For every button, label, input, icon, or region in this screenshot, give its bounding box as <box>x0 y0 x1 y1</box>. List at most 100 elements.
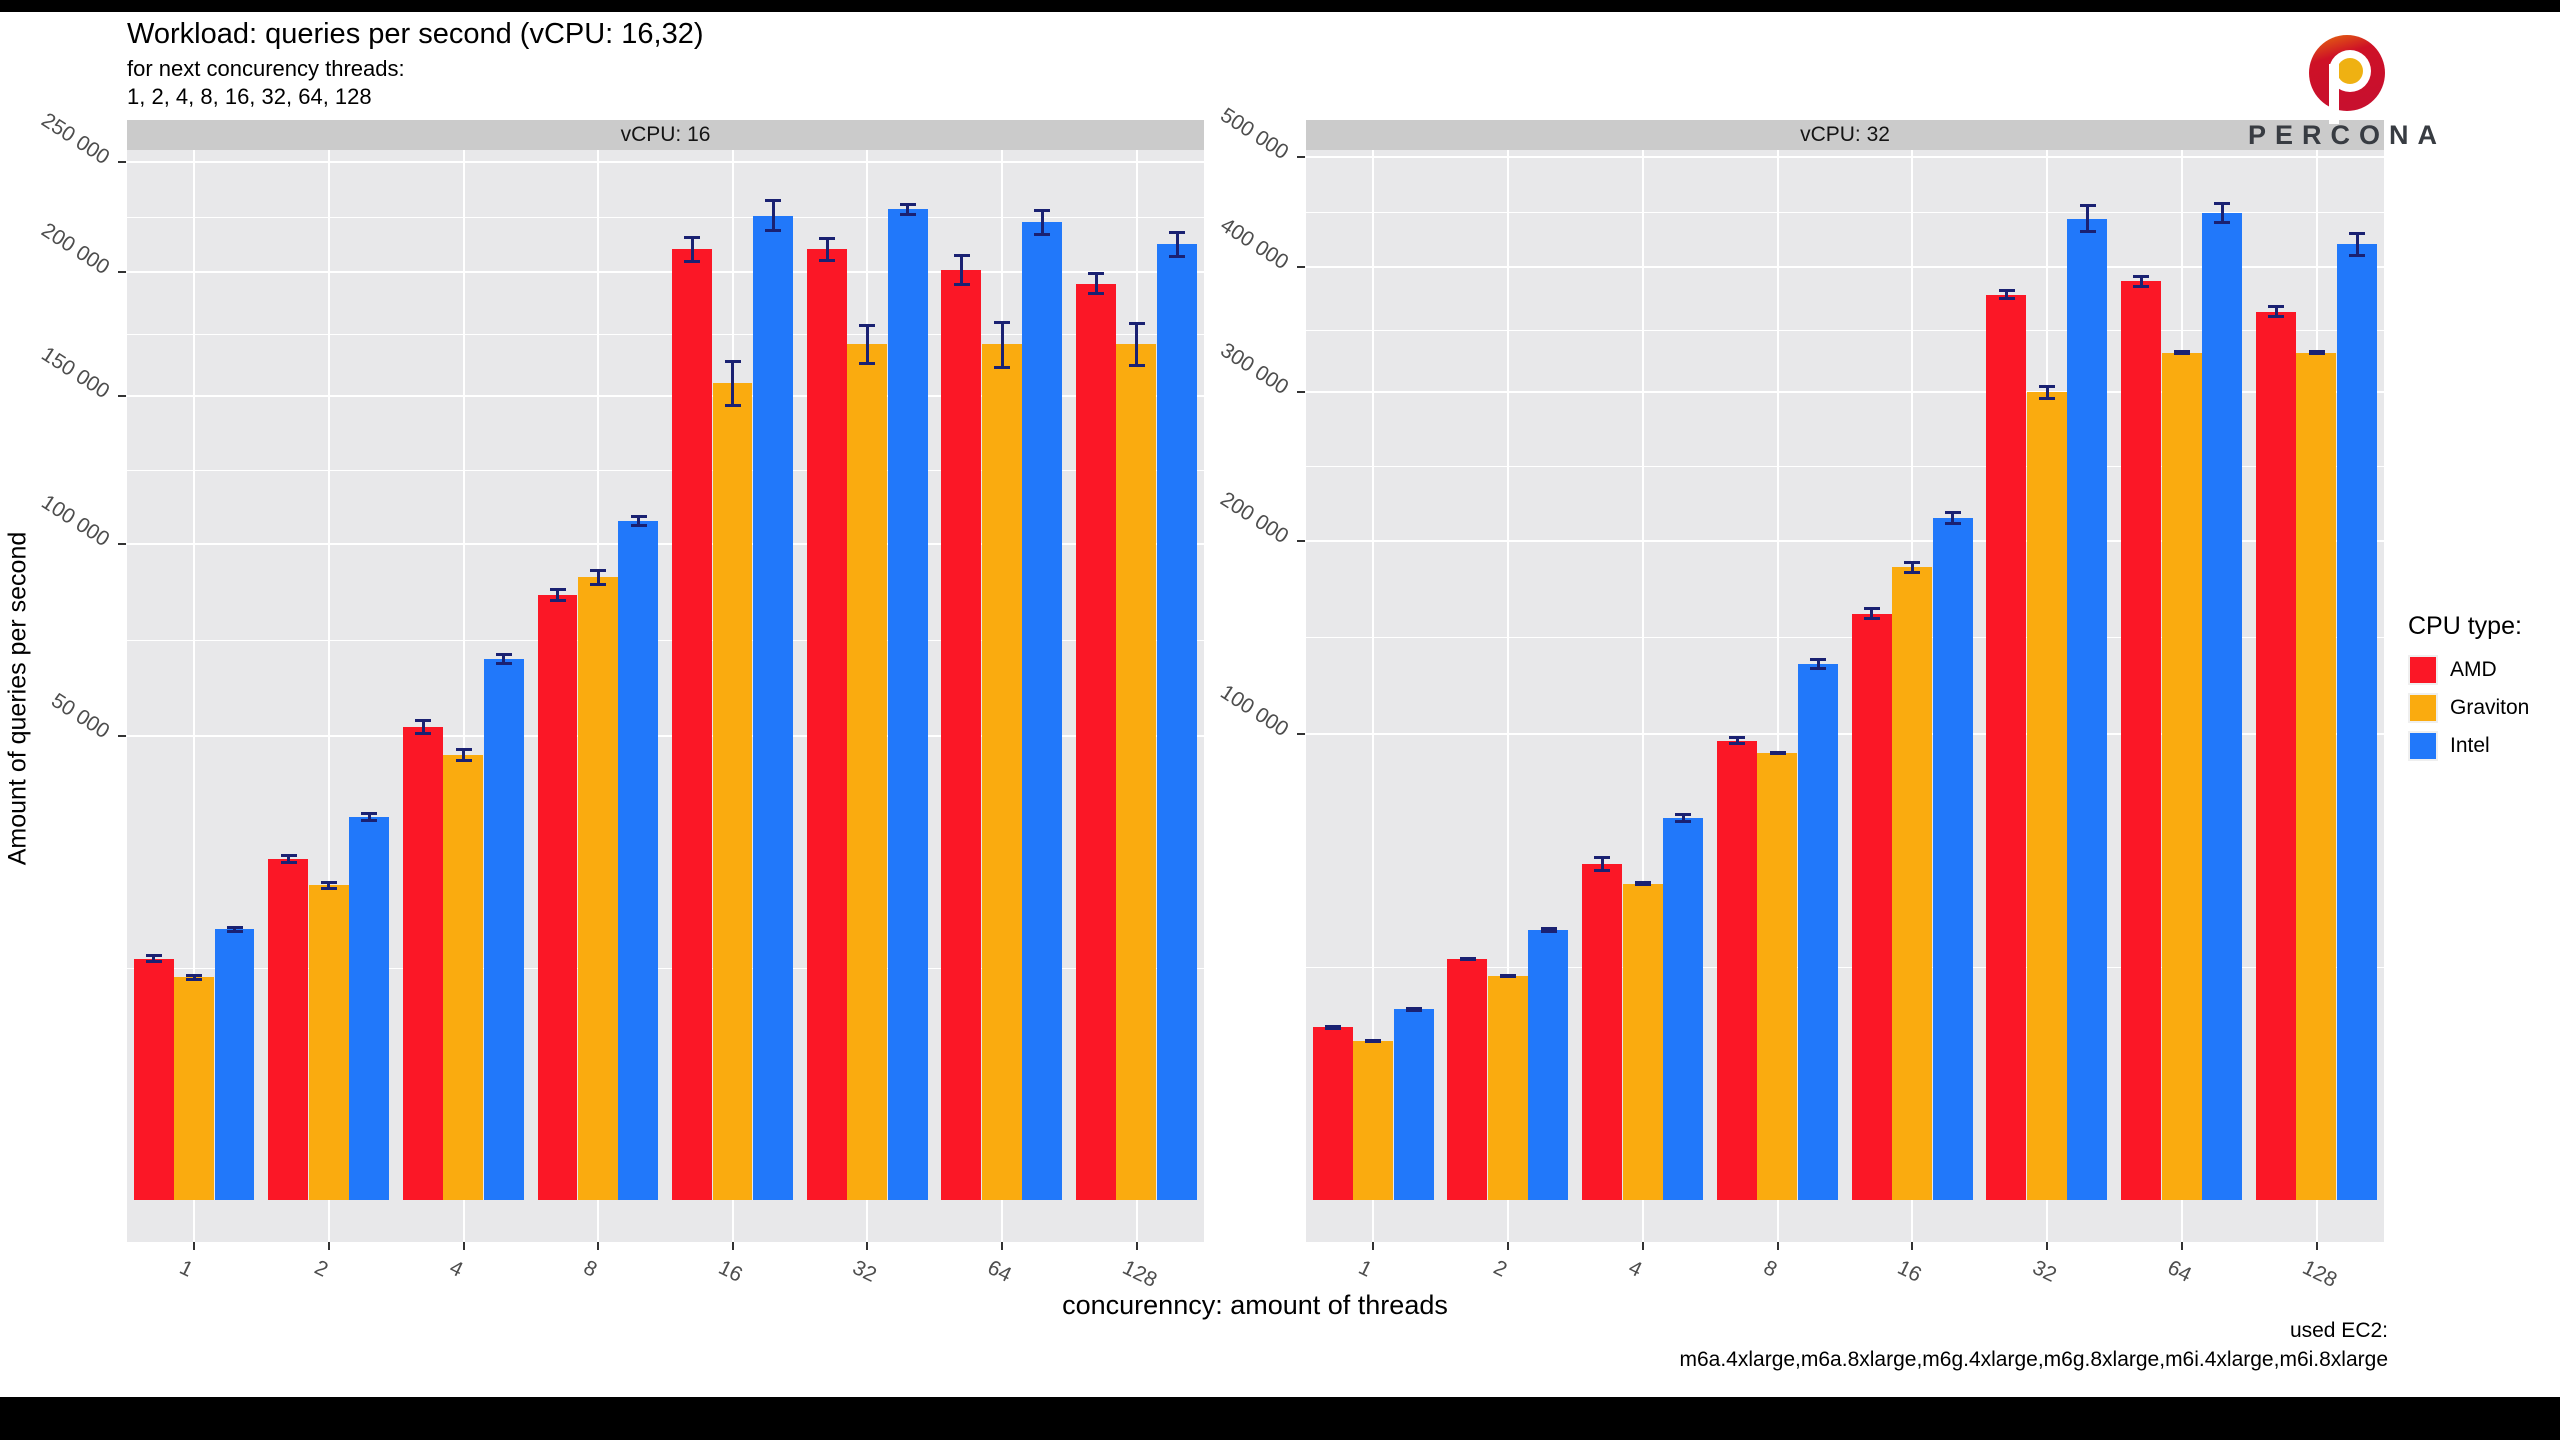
error-bar <box>1681 813 1685 824</box>
bar-amd-c128 <box>1076 283 1116 1200</box>
error-bar-cap <box>859 361 876 365</box>
x-tick-label: 8 <box>1759 1256 1781 1282</box>
error-bar-cap <box>1810 667 1827 671</box>
error-bar-cap <box>630 523 647 527</box>
error-bar <box>771 199 775 233</box>
error-bar-cap <box>361 819 378 823</box>
bar-intel-c1 <box>214 929 255 1200</box>
x-tick <box>1776 1242 1779 1250</box>
major-gridline <box>127 161 1204 164</box>
y-tick <box>118 734 126 737</box>
error-bar <box>421 718 425 736</box>
minor-gridline <box>1306 329 2384 331</box>
error-bar-cap <box>590 568 607 572</box>
minor-gridline <box>127 334 1204 336</box>
error-bar <box>327 880 331 891</box>
y-tick <box>1297 391 1305 394</box>
error-bar-cap <box>2133 284 2150 288</box>
legend-label-amd: AMD <box>2450 658 2497 681</box>
caption: used EC2: m6a.4xlarge,m6a.8xlarge,m6g.4x… <box>1679 1316 2388 1374</box>
error-bar-cap <box>1088 271 1105 275</box>
facet-strip-vcpu32: vCPU: 32 <box>1306 120 2384 150</box>
error-bar-cap <box>280 853 297 857</box>
bar-graviton-c64 <box>2161 352 2202 1200</box>
bar-graviton-c16 <box>1892 567 1933 1200</box>
error-bar-cap <box>1034 232 1051 236</box>
error-bar-cap <box>684 259 701 263</box>
bar-graviton-c128 <box>2296 352 2337 1200</box>
x-tick <box>1641 1242 1644 1250</box>
error-bar-cap <box>1634 881 1651 885</box>
bar-amd-c2 <box>1447 959 1488 1200</box>
x-tick <box>2315 1242 2318 1250</box>
minor-gridline <box>1306 637 2384 639</box>
x-tick-label: 32 <box>849 1256 881 1287</box>
error-bar <box>2045 384 2049 400</box>
error-bar-cap <box>1459 956 1476 960</box>
bar-intel-c8 <box>618 521 659 1200</box>
x-tick <box>866 1242 869 1250</box>
bar-graviton-c2 <box>1487 975 1528 1200</box>
bar-graviton-c8 <box>1757 752 1798 1200</box>
error-bar-cap <box>145 960 162 964</box>
error-bar-cap <box>1169 231 1186 235</box>
error-bar-cap <box>1729 742 1746 746</box>
x-tick <box>193 1242 196 1250</box>
error-bar-cap <box>1034 209 1051 213</box>
error-bar <box>1175 231 1179 259</box>
bar-graviton-c1 <box>174 977 214 1200</box>
error-bar-cap <box>455 747 472 751</box>
bar-intel-c128 <box>2336 244 2377 1200</box>
facet-strip-vcpu16: vCPU: 16 <box>127 120 1204 150</box>
error-bar-cap <box>280 861 297 865</box>
facet-panel <box>1306 150 2384 1242</box>
error-bar-cap <box>590 583 607 587</box>
error-bar-cap <box>724 359 741 363</box>
x-tick-label: 64 <box>2163 1256 2195 1287</box>
bar-amd-c32 <box>1986 294 2027 1200</box>
error-bar-cap <box>145 954 162 958</box>
error-bar <box>1951 510 1955 526</box>
error-bar <box>865 324 869 365</box>
bar-graviton-c32 <box>2026 392 2067 1200</box>
error-bar <box>2274 305 2278 318</box>
error-bar <box>502 652 506 665</box>
percona-logo-text: PERCONA <box>2247 120 2446 150</box>
x-tick-label: 128 <box>1118 1256 1161 1293</box>
error-bar-cap <box>2308 352 2325 356</box>
error-bar <box>596 568 600 587</box>
error-bar-cap <box>1769 751 1786 755</box>
major-gridline-x <box>1776 150 1779 1242</box>
intel-swatch <box>2410 733 2436 759</box>
x-tick <box>1372 1242 1375 1250</box>
bar-intel-c2 <box>349 817 389 1200</box>
error-bar <box>1040 209 1044 236</box>
facet-label-vcpu32: vCPU: 32 <box>1800 123 1890 146</box>
error-bar-cap <box>1634 883 1651 887</box>
page-title: Workload: queries per second (vCPU: 16,3… <box>127 18 704 50</box>
y-tick-label: 150 000 <box>37 342 114 404</box>
error-bar-cap <box>859 324 876 328</box>
error-bar <box>2220 202 2224 225</box>
error-bar <box>287 853 291 865</box>
error-bar <box>825 236 829 262</box>
x-tick <box>1507 1242 1510 1250</box>
error-bar-cap <box>1405 1009 1422 1013</box>
error-bar <box>1870 607 1874 621</box>
error-bar <box>637 515 641 527</box>
error-bar-cap <box>2079 230 2096 233</box>
error-bar-cap <box>724 404 741 408</box>
x-tick <box>462 1242 465 1250</box>
error-bar <box>233 926 237 933</box>
major-gridline-x <box>193 150 196 1242</box>
error-bar <box>906 202 910 216</box>
error-bar-cap <box>1729 736 1746 740</box>
x-tick <box>597 1242 600 1250</box>
y-tick <box>118 270 126 273</box>
error-bar-cap <box>1594 868 1611 872</box>
percona-logo: PERCONA <box>2248 24 2442 150</box>
error-bar-cap <box>2214 221 2231 225</box>
bar-graviton-c16 <box>712 382 753 1200</box>
x-tick-label: 4 <box>445 1256 467 1282</box>
bar-amd-c1 <box>1312 1027 1353 1200</box>
